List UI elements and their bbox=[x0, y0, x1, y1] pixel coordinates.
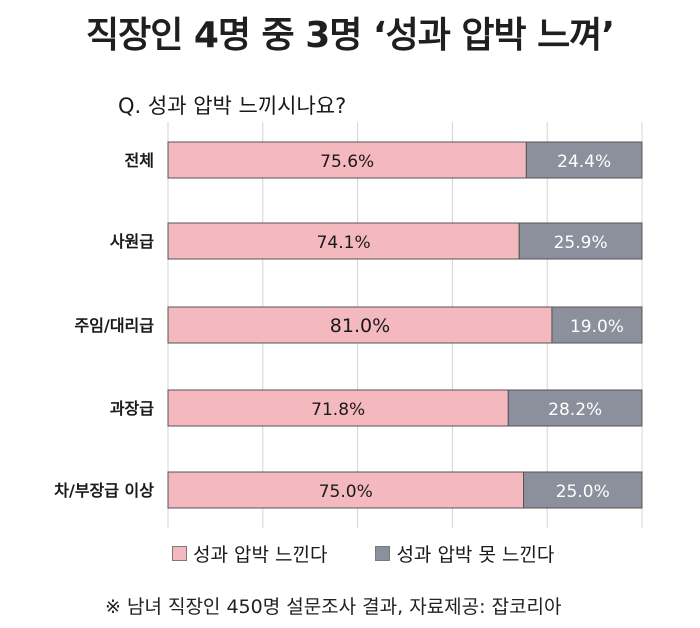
bar-felt bbox=[167, 306, 553, 344]
legend-swatch-not-felt bbox=[375, 546, 391, 561]
data-label-not-felt: 19.0% bbox=[570, 317, 624, 337]
bar-not-felt bbox=[551, 306, 643, 344]
category-label: 차/부장급 이상 bbox=[54, 481, 154, 500]
legend-label-felt: 성과 압박 느낀다 bbox=[193, 544, 328, 566]
category-label: 사원급 bbox=[110, 232, 154, 251]
data-label-not-felt: 25.9% bbox=[554, 233, 608, 253]
data-label-felt: 75.0% bbox=[319, 482, 373, 502]
data-label-felt: 74.1% bbox=[317, 233, 371, 253]
data-label-not-felt: 24.4% bbox=[557, 152, 611, 172]
footnote: ※ 남녀 직장인 450명 설문조사 결과, 자료제공: 잡코리아 bbox=[105, 596, 562, 618]
bar-not-felt bbox=[507, 389, 643, 427]
legend-item-felt: 성과 압박 느낀다 bbox=[172, 540, 327, 567]
category-label: 주임/대리급 bbox=[75, 316, 155, 335]
category-label: 과장급 bbox=[110, 399, 154, 418]
bar-felt bbox=[167, 389, 509, 427]
data-label-not-felt: 28.2% bbox=[548, 400, 602, 420]
bar-not-felt bbox=[525, 141, 643, 179]
category-label: 전체 bbox=[125, 151, 154, 170]
data-label-felt: 71.8% bbox=[311, 400, 365, 420]
data-label-felt: 81.0% bbox=[330, 315, 390, 337]
chart-title: Q. 성과 압박 느끼시나요? bbox=[118, 94, 347, 118]
legend-label-not-felt: 성과 압박 못 느낀다 bbox=[396, 544, 555, 566]
bar-felt bbox=[167, 222, 520, 260]
bar-not-felt bbox=[518, 222, 643, 260]
bar-felt bbox=[167, 141, 527, 179]
legend-swatch-felt bbox=[172, 546, 187, 561]
legend: 성과 압박 느낀다 성과 압박 못 느낀다 bbox=[172, 540, 602, 567]
headline: 직장인 4명 중 3명 ‘성과 압박 느껴’ bbox=[85, 15, 615, 56]
data-label-not-felt: 25.0% bbox=[556, 482, 610, 502]
bar-felt bbox=[167, 471, 524, 509]
data-label-felt: 75.6% bbox=[320, 152, 374, 172]
legend-item-not-felt: 성과 압박 못 느낀다 bbox=[375, 540, 554, 567]
bar-not-felt bbox=[523, 471, 643, 509]
